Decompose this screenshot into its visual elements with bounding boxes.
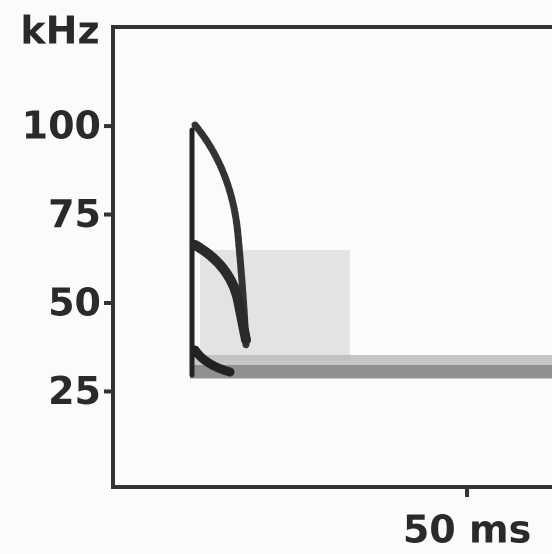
y-axis-label: kHz — [20, 9, 99, 53]
y-tick-label: 25 — [48, 369, 101, 413]
harmonic-contour — [190, 240, 251, 345]
x-tick-label: 50 ms — [403, 508, 531, 552]
spectrogram-texture — [189, 121, 552, 379]
y-tick-label: 50 — [48, 281, 101, 325]
noise-band — [190, 365, 552, 378]
harmonic-contour — [190, 345, 235, 377]
y-tick-label: 100 — [22, 104, 101, 148]
y-tick-label: 75 — [48, 192, 101, 236]
